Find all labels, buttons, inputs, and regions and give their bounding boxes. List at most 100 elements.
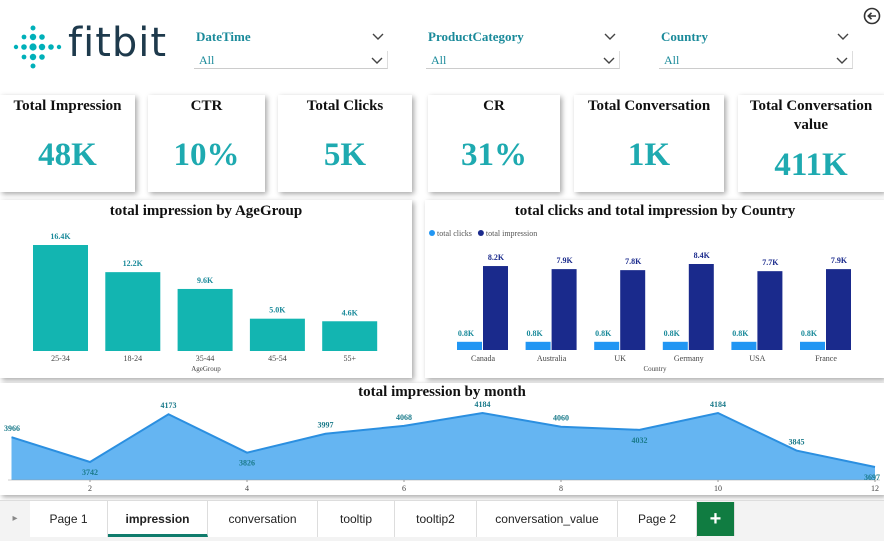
- x-tick-label: 10: [714, 484, 722, 493]
- page-tab[interactable]: tooltip: [318, 501, 395, 537]
- bar: [688, 264, 714, 350]
- back-button[interactable]: [862, 6, 882, 26]
- page-tab[interactable]: impression: [108, 501, 208, 537]
- card-value: 1K: [627, 137, 671, 173]
- logo: fitbit: [68, 20, 168, 66]
- bar: [105, 272, 161, 351]
- chart: total impression by month 3966 3742 4173 382…: [4, 384, 880, 493]
- data-label: 0.8K: [458, 329, 475, 338]
- data-label: 0.8K: [664, 329, 681, 338]
- card-value: 31%: [461, 137, 527, 173]
- add-page-button[interactable]: +: [697, 502, 735, 536]
- kpi-card: Total Conversation value 411K: [738, 95, 884, 192]
- x-tick-label: 25-34: [51, 354, 70, 363]
- data-label: 4173: [161, 401, 177, 410]
- bar: [620, 270, 646, 350]
- chart: total clicks and total impression by Cou…: [429, 203, 851, 373]
- data-label: 7.7K: [762, 258, 779, 267]
- card-title: Total Conversation: [587, 98, 711, 114]
- data-label: 8.4K: [694, 251, 711, 260]
- filter-dropdown[interactable]: All: [426, 51, 620, 69]
- chart-panel: total impression by AgeGroup 16.4K 25-34 12…: [0, 200, 412, 378]
- bar: [525, 341, 551, 350]
- data-label: 12.2K: [123, 259, 144, 268]
- card-value: 5K: [323, 137, 367, 173]
- x-tick-label: 2: [88, 484, 92, 493]
- chevron-path: [372, 33, 384, 40]
- data-label: 3826: [239, 459, 255, 468]
- data-label: 7.9K: [556, 256, 573, 265]
- filter-label: DateTime: [196, 29, 251, 44]
- bar: [594, 341, 620, 350]
- card-title: CR: [483, 98, 505, 114]
- x-tick-label: France: [815, 354, 837, 363]
- tab-scroll[interactable]: ▸: [12, 513, 18, 524]
- x-axis-label: AgeGroup: [191, 365, 221, 373]
- bar: [826, 269, 851, 350]
- kpi-card: Total Conversation 1K: [574, 95, 724, 192]
- page-tab[interactable]: conversation: [208, 501, 318, 537]
- page-tab[interactable]: tooltip2: [395, 501, 477, 537]
- x-tick-label: 6: [402, 484, 406, 493]
- data-label: 5.0K: [269, 306, 286, 315]
- kpi-card: Total Impression 48K: [0, 95, 135, 192]
- data-label: 9.6K: [197, 276, 214, 285]
- bar: [33, 245, 88, 351]
- line: [11, 411, 876, 468]
- bar: [731, 341, 757, 350]
- data-label: 4.6K: [342, 308, 359, 317]
- data-label: 4068: [396, 413, 412, 422]
- card-title: Total Conversation value: [749, 98, 873, 133]
- bar: [757, 271, 783, 350]
- bar: [322, 321, 378, 351]
- data-label: 8.2K: [488, 253, 505, 262]
- bar: [800, 341, 825, 350]
- kpi-card: Total Clicks 5K: [278, 95, 412, 192]
- data-label: 3966: [4, 424, 20, 433]
- x-tick-label: Australia: [537, 354, 567, 363]
- filter-dropdown[interactable]: All: [659, 51, 853, 69]
- chart-title: total impression by month: [358, 384, 526, 400]
- bar: [662, 341, 688, 350]
- x-axis-label: Country: [644, 365, 667, 373]
- bar: [483, 266, 508, 350]
- card-value: 411K: [774, 147, 848, 183]
- x-tick-label: 45-54: [268, 354, 287, 363]
- bar: [249, 318, 305, 351]
- chart-panel: total impression by month 3966 3742 4173 382…: [0, 383, 884, 495]
- chevron[interactable]: [603, 57, 615, 65]
- page-tab[interactable]: conversation_value: [477, 501, 618, 537]
- chevron[interactable]: [837, 33, 849, 41]
- chevron[interactable]: [372, 33, 384, 41]
- chevron[interactable]: [836, 57, 848, 65]
- data-label: 7.9K: [831, 256, 848, 265]
- chevron-path: [837, 33, 849, 40]
- area: [11, 413, 875, 480]
- kpi-card: CR 31%: [428, 95, 560, 192]
- card-title: Total Clicks: [306, 98, 384, 114]
- x-tick-label: Canada: [471, 354, 495, 363]
- page-tab[interactable]: Page 1: [30, 501, 108, 537]
- x-tick-label: 18-24: [123, 354, 142, 363]
- data-label: 0.8K: [595, 329, 612, 338]
- legend-label: total impression: [486, 229, 537, 238]
- filter-dropdown[interactable]: All: [194, 51, 388, 69]
- legend-label: total clicks: [437, 229, 472, 238]
- x-tick-label: 35-44: [196, 354, 215, 363]
- card-title: CTR: [190, 98, 223, 114]
- logo-icon: [13, 25, 62, 69]
- data-label: 4184: [710, 400, 726, 409]
- filter-label: ProductCategory: [428, 29, 524, 44]
- legend-marker: [429, 230, 435, 236]
- filter-label: Country: [661, 29, 708, 44]
- chevron-path: [603, 57, 615, 64]
- chevron[interactable]: [604, 33, 616, 41]
- data-label: 0.8K: [526, 329, 543, 338]
- data-label: 4032: [632, 436, 648, 445]
- chart-panel: total clicks and total impression by Cou…: [425, 200, 884, 378]
- x-tick-label: 12: [871, 484, 879, 493]
- page-tab[interactable]: Page 2: [618, 501, 697, 537]
- bar: [177, 288, 233, 351]
- chevron[interactable]: [371, 57, 383, 65]
